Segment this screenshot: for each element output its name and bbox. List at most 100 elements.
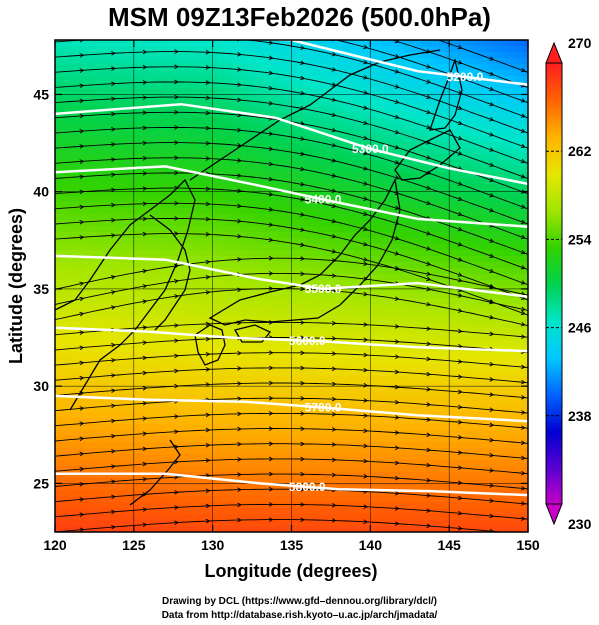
wind-arrow: [174, 109, 179, 115]
wind-arrow: [174, 444, 179, 450]
wind-arrow: [79, 219, 85, 225]
wind-arrow: [268, 395, 274, 401]
wind-arrow: [300, 271, 306, 277]
wind-arrow: [457, 510, 463, 516]
wind-arrow: [489, 132, 495, 137]
wind-arrow: [79, 466, 85, 472]
wind-arrow: [300, 136, 306, 141]
wind-arrow: [331, 457, 337, 463]
wind-arrow: [237, 517, 242, 523]
wind-arrow: [363, 261, 369, 267]
wind-arrow: [174, 94, 179, 100]
colorbar: 230 238 246 254 262 270: [545, 35, 592, 532]
wind-arrow: [520, 204, 526, 209]
wind-arrow: [520, 249, 526, 255]
wind-arrow: [174, 125, 179, 130]
wind-arrow: [111, 172, 116, 178]
wind-arrow: [237, 127, 242, 133]
wind-arrow: [394, 175, 400, 180]
wind-arrow: [489, 468, 495, 473]
wind-arrow: [426, 79, 432, 84]
wind-arrow: [111, 494, 116, 500]
wind-arrow: [394, 475, 400, 481]
wind-arrow: [174, 429, 179, 434]
credit-drawing: Drawing by DCL (https://www.gfd–dennou.o…: [161, 596, 437, 607]
wind-arrow: [363, 458, 369, 464]
wind-arrow: [331, 158, 337, 163]
wind-arrow: [111, 111, 116, 117]
wind-arrow: [331, 112, 337, 118]
wind-arrow: [426, 478, 432, 483]
wind-arrow: [268, 380, 274, 386]
wind-arrow: [520, 219, 526, 224]
wind-arrow: [79, 296, 85, 302]
wind-arrow: [331, 427, 337, 432]
wind-arrow: [394, 354, 400, 360]
wind-arrow: [268, 207, 274, 212]
wind-arrow: [300, 227, 306, 232]
wind-arrow: [111, 202, 116, 208]
wind-arrow: [237, 366, 242, 371]
wind-arrow: [79, 281, 85, 287]
wind-arrow: [363, 75, 369, 80]
wind-arrow: [394, 415, 400, 420]
wind-arrow: [142, 522, 148, 528]
wind-arrow: [521, 470, 526, 476]
coast-ryukyu: [129, 439, 181, 506]
wind-arrow: [110, 274, 116, 280]
wind-arrow: [426, 109, 432, 115]
contour-line: [55, 394, 528, 423]
wind-arrow: [268, 441, 274, 447]
wind-arrow: [457, 308, 463, 313]
wind-arrow: [268, 131, 274, 136]
wind-arrow: [363, 443, 369, 449]
wind-arrow: [237, 22, 241, 26]
wind-arrow: [394, 490, 400, 496]
wind-arrow: [237, 320, 242, 326]
wind-arrow: [426, 523, 432, 529]
wind-arrow: [79, 144, 85, 149]
wind-arrow: [174, 79, 179, 85]
x-tick-label: 135: [280, 537, 304, 553]
wind-arrow: [174, 201, 179, 206]
wind-arrow: [268, 456, 274, 462]
wind-arrow: [237, 158, 242, 163]
wind-arrow: [237, 203, 242, 209]
wind-arrow: [206, 35, 210, 39]
wind-arrow: [205, 156, 211, 161]
wind-arrow: [205, 80, 211, 85]
wind-arrow: [206, 20, 210, 24]
wind-arrow: [79, 360, 85, 366]
wind-arrow: [142, 95, 148, 100]
wind-arrow: [111, 524, 116, 530]
wind-arrow: [394, 266, 400, 271]
wind-arrow: [394, 430, 400, 435]
wind-arrow: [268, 55, 274, 61]
contour-line: [55, 472, 528, 497]
wind-arrow: [174, 459, 179, 465]
wind-arrow: [457, 135, 463, 141]
wind-arrow: [457, 196, 463, 201]
wind-arrow: [521, 440, 526, 446]
wind-arrow: [331, 173, 337, 178]
wind-arrow: [79, 40, 85, 43]
wind-arrow: [111, 403, 116, 409]
wind-arrow: [426, 64, 432, 69]
wind-arrow: [111, 126, 116, 132]
wind-arrow: [237, 441, 242, 447]
wind-arrow: [394, 144, 400, 150]
wind-arrow: [363, 257, 369, 262]
coast-primorye: [189, 49, 441, 181]
wind-arrow: [363, 473, 369, 479]
wind-arrow: [331, 320, 337, 326]
wind-arrow: [394, 160, 400, 165]
wind-arrow: [300, 426, 306, 432]
coast-honshu: [208, 177, 401, 326]
contour-label: 5700.0: [305, 401, 342, 415]
wind-arrow: [457, 450, 463, 455]
wind-arrow: [520, 234, 526, 240]
wind-arrow: [300, 441, 306, 447]
y-tick-label: 30: [33, 378, 49, 394]
wind-arrow: [142, 492, 148, 497]
wind-arrow: [363, 291, 369, 297]
